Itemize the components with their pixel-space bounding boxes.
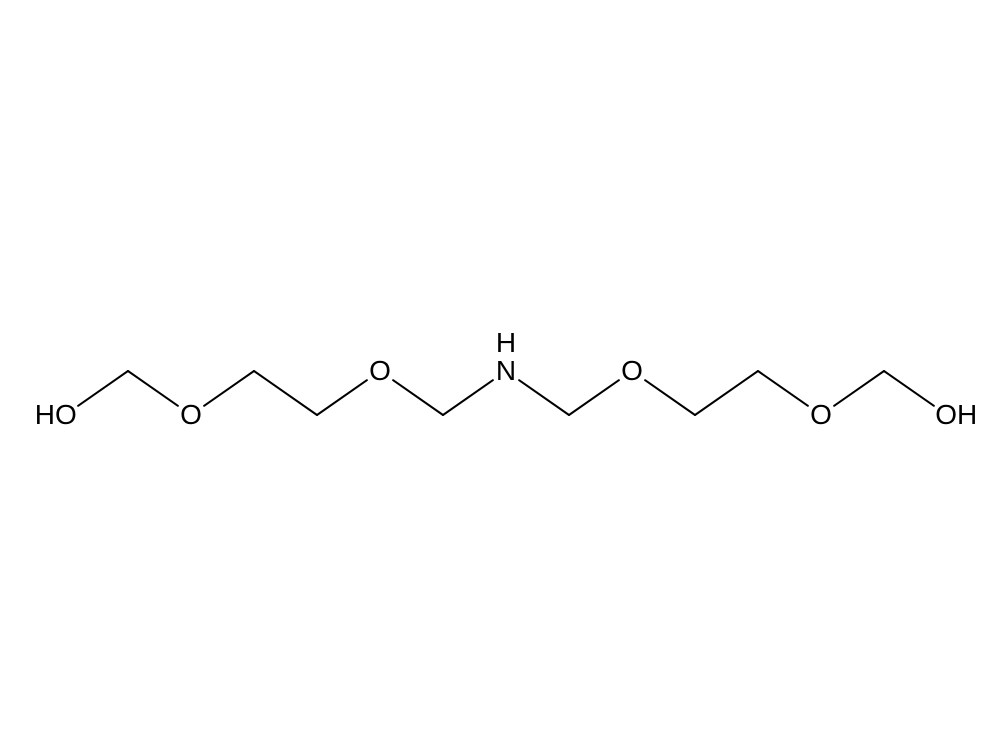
- bond: [254, 371, 317, 415]
- bond: [317, 380, 367, 415]
- atom-label-N: N: [496, 357, 516, 385]
- bond: [393, 380, 443, 415]
- bond: [443, 380, 493, 415]
- bond: [78, 371, 128, 406]
- atom-label-O: O: [621, 357, 643, 385]
- atom-label-O: O: [369, 357, 391, 385]
- atom-label-O: O: [810, 401, 832, 429]
- bond: [884, 371, 934, 406]
- bond: [695, 371, 758, 415]
- atom-label-O: O: [180, 401, 202, 429]
- bond: [519, 380, 569, 415]
- atom-label-HO: HO: [35, 401, 77, 429]
- atom-label-H: H: [496, 329, 516, 357]
- atom-label-OH: OH: [935, 401, 977, 429]
- bond: [758, 371, 808, 406]
- bond: [645, 380, 695, 415]
- bond: [569, 380, 619, 415]
- bond: [128, 371, 178, 406]
- chemical-structure: HOOONHOOOH: [0, 0, 1000, 746]
- bond: [204, 371, 254, 406]
- bond: [834, 371, 884, 406]
